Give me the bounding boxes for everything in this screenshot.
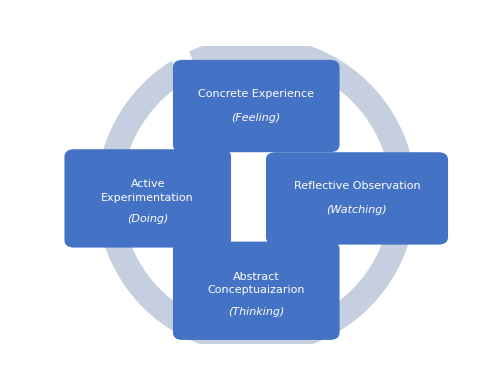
Text: (Watching): (Watching) — [326, 205, 388, 215]
Text: Concrete Experience: Concrete Experience — [198, 89, 314, 99]
FancyBboxPatch shape — [173, 241, 340, 340]
Text: Abstract
Conceptuaizarion: Abstract Conceptuaizarion — [208, 272, 305, 295]
FancyBboxPatch shape — [64, 149, 231, 248]
Text: Reflective Observation: Reflective Observation — [294, 182, 420, 192]
Text: (Feeling): (Feeling) — [232, 113, 281, 123]
Text: Active
Experimentation: Active Experimentation — [102, 179, 194, 202]
FancyBboxPatch shape — [173, 60, 340, 152]
FancyBboxPatch shape — [266, 152, 448, 245]
Text: (Thinking): (Thinking) — [228, 307, 284, 317]
Text: (Doing): (Doing) — [127, 214, 168, 224]
